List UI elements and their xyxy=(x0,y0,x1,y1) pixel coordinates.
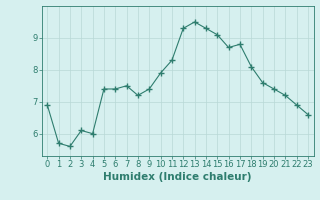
X-axis label: Humidex (Indice chaleur): Humidex (Indice chaleur) xyxy=(103,172,252,182)
